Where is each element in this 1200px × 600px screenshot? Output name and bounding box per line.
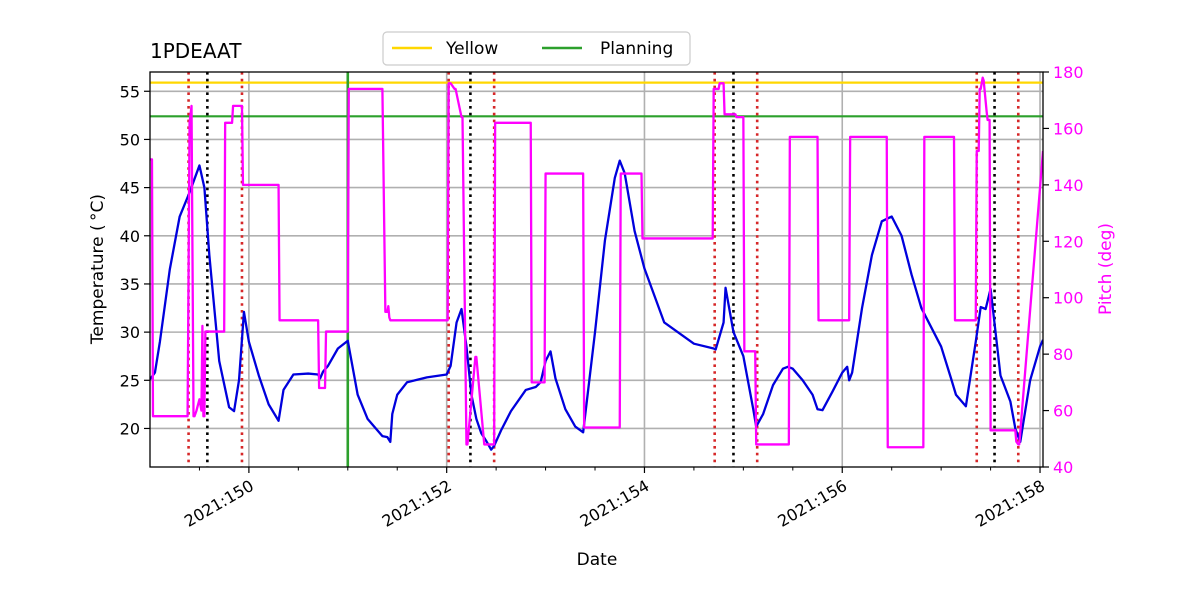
y-tick-label-0: 20 xyxy=(120,419,140,438)
y2-tick-label-6: 160 xyxy=(1053,119,1084,138)
y2-tick-label-2: 80 xyxy=(1053,345,1073,364)
plot-frame xyxy=(149,71,1044,468)
y-tick-label-5: 45 xyxy=(120,179,140,198)
y-tick-label-4: 40 xyxy=(120,227,140,246)
y-tick-label-3: 35 xyxy=(120,275,140,294)
legend-label-planning: Planning xyxy=(600,39,673,59)
y2-tick-label-4: 120 xyxy=(1053,232,1084,251)
x-tick-label-0: 2021:150 xyxy=(181,476,257,531)
y-tick-label-6: 50 xyxy=(120,130,140,149)
x-tick-label-4: 2021:158 xyxy=(972,476,1048,531)
y-tick-label-7: 55 xyxy=(120,82,140,101)
legend-label-yellow: Yellow xyxy=(445,39,498,59)
y2-axis-label: Pitch (deg) xyxy=(1096,223,1116,315)
x-axis-label: Date xyxy=(577,550,618,570)
y-axis-label: Temperature ( °C) xyxy=(88,194,108,345)
chart-title: 1PDEAAT xyxy=(150,39,242,63)
legend: Yellow Planning xyxy=(382,31,691,66)
y2-tick-label-1: 60 xyxy=(1053,402,1073,421)
x-tick-label-2: 2021:154 xyxy=(577,476,653,531)
series-line-pitch xyxy=(150,76,1043,449)
y-tick-label-2: 30 xyxy=(120,323,140,342)
y2-tick-label-0: 40 xyxy=(1053,458,1073,477)
x-tick-label-1: 2021:152 xyxy=(379,476,455,531)
y2-tick-label-3: 100 xyxy=(1053,289,1084,308)
x-tick-label-3: 2021:156 xyxy=(774,476,850,531)
legend-box xyxy=(382,31,691,66)
series-line-temperature xyxy=(150,159,1043,451)
y2-tick-label-7: 180 xyxy=(1053,63,1084,82)
y-tick-label-1: 25 xyxy=(120,371,140,390)
y2-tick-label-5: 140 xyxy=(1053,176,1084,195)
